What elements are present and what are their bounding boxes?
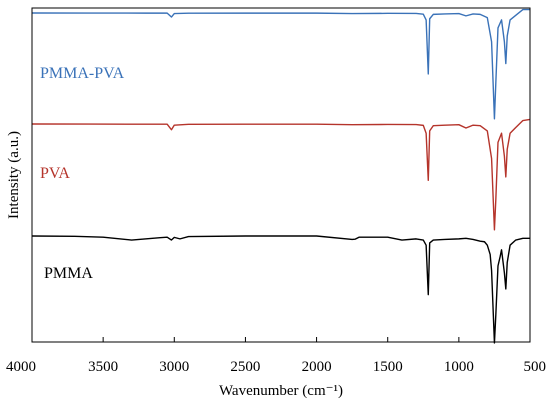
x-tick-label: 3500 <box>88 359 118 375</box>
series-label-pmma-pva: PMMA-PVA <box>40 65 125 82</box>
x-tick-label: 500 <box>524 359 547 375</box>
x-tick-label: 1500 <box>373 359 403 375</box>
plot-frame <box>31 7 531 343</box>
x-axis-label: Wavenumber (cm⁻¹) <box>219 383 343 399</box>
series-layer <box>31 8 531 344</box>
x-tick-label: 4000 <box>6 359 36 375</box>
series-line-pmma-pva <box>31 8 530 120</box>
x-tick-label: 3000 <box>159 359 189 375</box>
series-labels: PMMA-PVA PVA PMMA <box>40 65 125 282</box>
x-tick-label: 2000 <box>302 359 332 375</box>
series-line-pmma <box>31 235 530 344</box>
series-label-pva: PVA <box>40 165 70 182</box>
x-axis-ticks: 4000 3500 3000 2500 2000 1500 1000 500 <box>6 337 546 375</box>
series-line-pva <box>31 118 531 231</box>
x-tick-label: 2500 <box>230 359 260 375</box>
x-tick-label: 1000 <box>444 359 474 375</box>
y-axis-label: Intensity (a.u.) <box>6 131 22 219</box>
series-label-pmma: PMMA <box>44 265 93 282</box>
